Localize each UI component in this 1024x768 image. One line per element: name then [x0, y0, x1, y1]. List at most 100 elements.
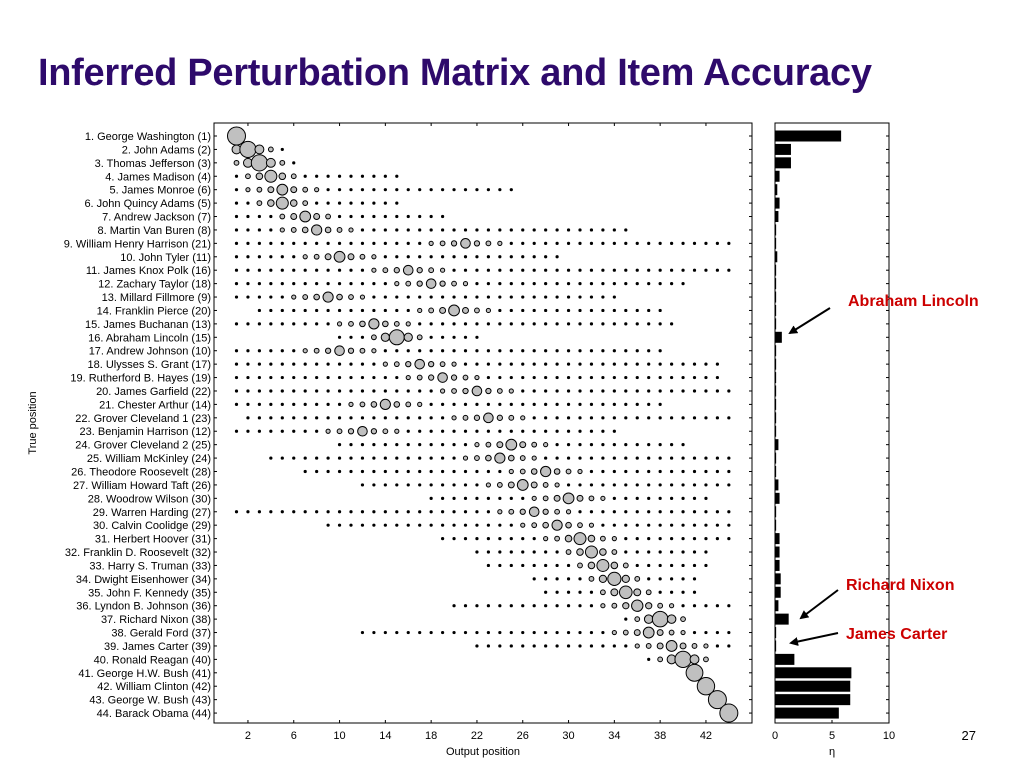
matrix-point [418, 295, 422, 299]
matrix-point [475, 322, 479, 326]
matrix-point [692, 496, 697, 500]
matrix-point [578, 429, 582, 433]
x-tick-label: 18 [425, 730, 437, 742]
matrix-point [246, 362, 250, 366]
matrix-point [406, 416, 410, 420]
matrix-point [566, 349, 571, 353]
matrix-point [566, 577, 571, 581]
matrix-point [429, 402, 433, 406]
matrix-point [349, 510, 353, 514]
matrix-point [337, 416, 342, 420]
matrix-point [267, 199, 275, 207]
matrix-point [463, 604, 468, 608]
matrix-point [289, 199, 298, 207]
matrix-point [509, 349, 513, 353]
matrix-point [280, 402, 284, 406]
row-label: 32. Franklin D. Roosevelt (32) [65, 547, 211, 559]
matrix-point [498, 604, 502, 608]
matrix-point [647, 537, 651, 541]
row-label: 6. John Quincy Adams (5) [84, 198, 211, 210]
matrix-point [498, 469, 502, 474]
y-axis-label: True position [27, 391, 39, 454]
accuracy-bar [775, 345, 777, 357]
matrix-point [622, 602, 630, 610]
matrix-point [234, 349, 239, 353]
matrix-point [521, 429, 525, 433]
matrix-point [612, 510, 616, 514]
matrix-point [555, 322, 559, 326]
matrix-point [280, 268, 284, 272]
matrix-point [555, 255, 559, 259]
matrix-point [292, 161, 296, 165]
matrix-point [348, 401, 354, 407]
accuracy-bar [775, 479, 779, 491]
matrix-point [704, 563, 708, 568]
matrix-point [418, 322, 422, 326]
matrix-point [544, 630, 548, 635]
callout-arrow [799, 589, 839, 620]
matrix-point [359, 253, 366, 260]
matrix-point [555, 375, 559, 380]
matrix-point [578, 630, 582, 635]
matrix-point [382, 267, 389, 274]
matrix-point [715, 268, 720, 272]
matrix-point [429, 443, 433, 447]
matrix-point [372, 174, 376, 178]
matrix-point [475, 483, 479, 487]
matrix-point [555, 349, 559, 353]
matrix-point [532, 604, 536, 608]
matrix-point [566, 322, 571, 326]
matrix-point [601, 510, 605, 514]
matrix-point [280, 349, 284, 353]
matrix-point [601, 389, 605, 393]
matrix-point [532, 389, 536, 393]
matrix-point [269, 282, 273, 286]
matrix-point [692, 456, 697, 460]
accuracy-bar [775, 157, 791, 169]
matrix-point [441, 416, 445, 420]
matrix-point [498, 295, 502, 299]
matrix-point [428, 374, 435, 381]
accuracy-bar [775, 506, 777, 518]
matrix-point [555, 402, 559, 406]
matrix-point [544, 456, 548, 460]
matrix-point [670, 362, 674, 366]
matrix-point [715, 469, 720, 474]
matrix-point [406, 255, 410, 259]
matrix-point [635, 268, 639, 272]
matrix-point [485, 482, 491, 488]
matrix-point [246, 201, 250, 205]
matrix-point [452, 295, 456, 299]
matrix-point [269, 389, 273, 393]
matrix-point [498, 228, 502, 232]
matrix-point [508, 388, 514, 394]
matrix-point [463, 295, 468, 299]
matrix-point [290, 173, 297, 180]
matrix-point [685, 663, 704, 682]
matrix-point [441, 188, 445, 192]
matrix-point [314, 187, 320, 193]
matrix-point [658, 510, 662, 514]
matrix-point [727, 389, 731, 393]
matrix-point [382, 361, 388, 367]
matrix-point [647, 241, 651, 245]
matrix-point [372, 456, 376, 460]
matrix-point [498, 282, 502, 286]
matrix-point [566, 268, 571, 272]
matrix-point [265, 157, 276, 168]
matrix-point [566, 389, 571, 393]
matrix-point [624, 550, 628, 554]
matrix-point [566, 443, 571, 447]
matrix-point [647, 496, 651, 500]
row-label: 36. Lyndon B. Johnson (36) [76, 601, 211, 613]
matrix-point [336, 227, 343, 233]
matrix-point [521, 322, 525, 326]
matrix-point [405, 401, 412, 408]
matrix-point [383, 483, 387, 487]
matrix-point [360, 241, 365, 245]
matrix-point [452, 604, 456, 608]
matrix-point [519, 441, 527, 449]
matrix-point [475, 295, 479, 299]
matrix-point [440, 267, 446, 273]
matrix-point [635, 523, 639, 527]
